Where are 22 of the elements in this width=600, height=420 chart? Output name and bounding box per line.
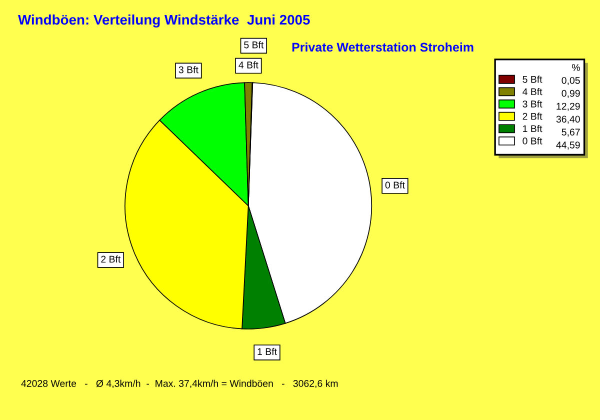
legend-label: 3 Bft	[522, 100, 542, 108]
data-label: 0,05	[562, 76, 580, 86]
slice-label: 4 Bft	[238, 61, 258, 68]
slice-label: 0 Bft	[385, 181, 405, 189]
slice-label: 3 Bft	[178, 66, 198, 74]
slice-label: 1 Bft	[258, 348, 277, 356]
chart-title: Windböen: Verteilung Windstärke Juni 2005	[18, 14, 310, 28]
legend-label: 2 Bft	[522, 112, 542, 120]
chart-subtitle: Private Wetterstation Stroheim	[292, 42, 474, 52]
legend-label: 5 Bft	[522, 76, 542, 83]
legend-label: 1 Bft	[523, 124, 542, 132]
legend-label: 4 Bft	[522, 88, 542, 96]
data-label: 44,59	[556, 142, 580, 150]
slice-label: 2 Bft	[101, 256, 121, 263]
data-label: 5,67	[562, 128, 580, 137]
legend-label: 0 Bft	[522, 137, 542, 144]
text: 42028 Werte - Ø 4,3km/h - Max. 37,4km/h = Windböen - 3062,6 km	[21, 380, 338, 388]
data-label: 12,29	[556, 102, 580, 111]
legend-title: %	[572, 64, 580, 71]
data-label: 36,40	[556, 116, 580, 124]
data-label: 0,99	[562, 90, 580, 98]
category-label: 5 Bft	[244, 41, 264, 48]
